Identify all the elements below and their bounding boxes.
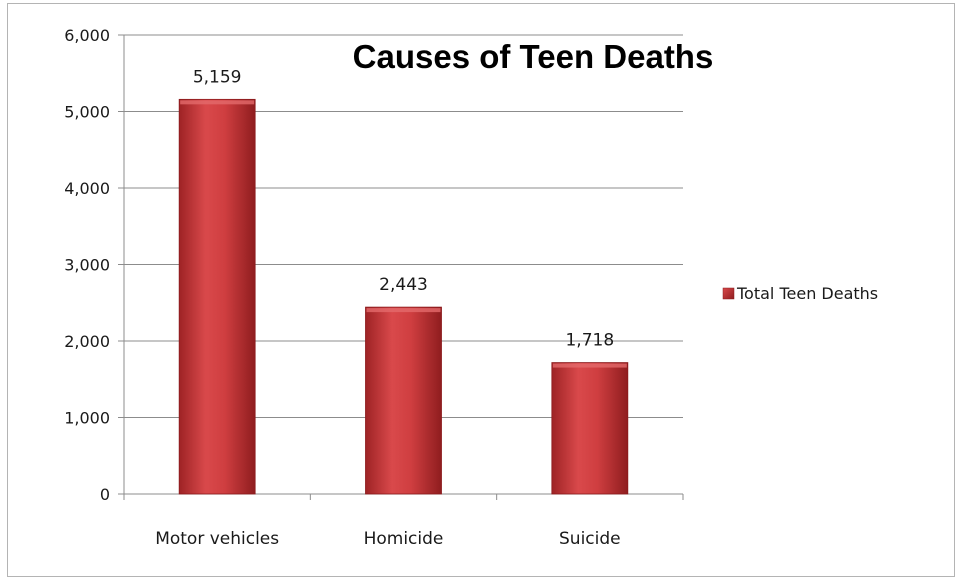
- chart-title: Causes of Teen Deaths: [353, 38, 714, 75]
- data-label: 5,159: [193, 67, 242, 87]
- legend-swatch: [722, 287, 735, 300]
- y-tick-label: 0: [100, 485, 110, 504]
- legend-label: Total Teen Deaths: [736, 284, 878, 303]
- data-label: 1,718: [565, 331, 614, 351]
- y-tick-label: 4,000: [64, 179, 110, 198]
- y-tick-label: 2,000: [64, 332, 110, 351]
- bar-suicide: [551, 362, 629, 495]
- y-tick-label: 5,000: [64, 103, 110, 122]
- y-tick-label: 6,000: [64, 26, 110, 45]
- bar-homicide: [365, 306, 442, 495]
- bar-highlight: [552, 363, 627, 368]
- y-tick-label: 1,000: [64, 409, 110, 428]
- bar-motor-vehicles: [178, 98, 256, 495]
- chart-frame: [7, 3, 955, 577]
- bars: [178, 98, 629, 495]
- labels: 0 1,000 2,000 3,000 4,000 5,000 6,000 5,159 Moto…: [64, 26, 620, 549]
- bar-highlight: [366, 308, 441, 313]
- x-category-label: Motor vehicles: [155, 529, 279, 549]
- y-tick-label: 3,000: [64, 256, 110, 275]
- x-category-label: Homicide: [364, 529, 444, 549]
- bar-highlight: [180, 100, 255, 105]
- legend: Total Teen Deaths: [722, 284, 878, 303]
- x-category-label: Suicide: [559, 529, 621, 549]
- data-label: 2,443: [379, 275, 428, 295]
